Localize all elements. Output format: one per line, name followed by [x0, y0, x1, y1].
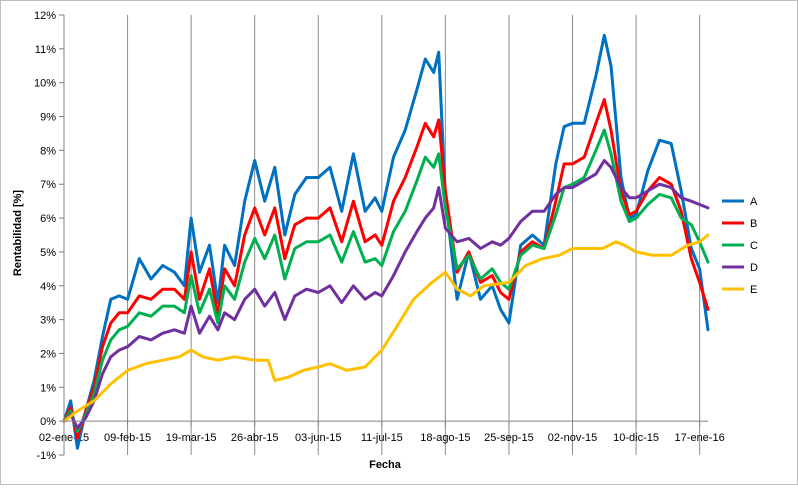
x-axis-title: Fecha	[369, 459, 402, 471]
y-tick-label: 5%	[40, 247, 56, 259]
x-tick-label: 03-jun-15	[295, 432, 341, 444]
legend-item-a: A	[722, 196, 758, 208]
axes	[59, 14, 708, 456]
y-tick-label: 1%	[40, 382, 56, 394]
y-tick-label: 11%	[35, 44, 56, 56]
y-axis-title: Rentabilidad [%]	[12, 190, 24, 277]
x-tick-label: 26-abr-15	[231, 432, 279, 444]
legend-item-d: D	[722, 262, 758, 274]
y-tick-label: 7%	[40, 179, 56, 191]
x-tick-label: 11-jul-15	[361, 432, 403, 444]
series-line-d	[62, 159, 710, 430]
x-tick-label: 10-dic-15	[613, 432, 659, 444]
legend-item-c: C	[722, 240, 758, 252]
x-tick-label: 17-ene-16	[675, 432, 725, 444]
legend-item-e: E	[722, 284, 757, 296]
legend-label: C	[750, 240, 758, 252]
x-tick-label: 18-ago-15	[420, 432, 470, 444]
y-axis-tick-labels: -1% 0% 1% 2% 3% 4% 5% 6% 7% 8% 9% 10% 11% 12%	[34, 10, 56, 462]
y-tick-label: 9%	[40, 112, 56, 124]
y-tick-label: 12%	[34, 10, 56, 22]
x-axis-tick-labels: 02-ene-15 09-feb-15 19-mar-15 26-abr-15 03-j…	[39, 432, 725, 444]
legend-label: D	[750, 262, 758, 274]
y-tick-label: 3%	[40, 315, 56, 327]
legend-label: B	[750, 218, 757, 230]
y-tick-label: 0%	[40, 416, 56, 428]
series-lines	[62, 33, 710, 450]
series-line-c	[62, 128, 710, 433]
series-line-b	[62, 98, 710, 440]
x-tick-label: 09-feb-15	[104, 432, 151, 444]
y-tick-label: 6%	[40, 213, 56, 225]
x-tick-label: 02-nov-15	[548, 432, 598, 444]
legend-label: A	[750, 196, 758, 208]
y-tick-label: 2%	[40, 348, 56, 360]
grid-lines	[63, 15, 701, 455]
y-tick-label: 10%	[34, 78, 56, 90]
y-tick-label: 8%	[40, 145, 56, 157]
legend-item-b: B	[722, 218, 757, 230]
series-line-a	[62, 33, 710, 450]
y-tick-label: 4%	[40, 281, 56, 293]
series-line-e	[62, 233, 710, 423]
y-tick-label: -1%	[36, 450, 56, 462]
x-tick-label: 19-mar-15	[166, 432, 217, 444]
x-tick-label: 25-sep-15	[484, 432, 534, 444]
legend-label: E	[750, 284, 757, 296]
